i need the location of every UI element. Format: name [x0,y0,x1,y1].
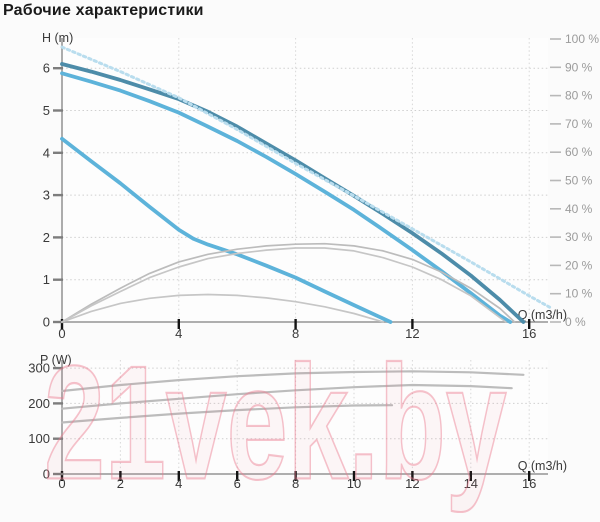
x-tick-label: 10 [347,476,361,491]
percent-tick-label: 30 % [565,230,593,244]
percent-tick-label: 100 % [565,32,599,46]
x-tick-label: 4 [175,326,182,341]
gridlines [62,360,548,474]
axes [54,38,548,323]
x-tick-label: 16 [522,476,536,491]
x-axis-ticks: 0 2 4 6 8 10 12 14 16 [58,471,536,491]
gridlines [62,38,548,322]
y-axis-ticks: 0 1 2 3 4 5 6 [43,61,63,330]
percent-tick-label: 20 % [565,258,593,272]
x-axis-title: Q (m3/h) [518,459,567,473]
y-tick-label: 2 [43,230,50,245]
power-speed-3-curve [60,370,525,393]
y-tick-label: 0 [43,315,50,330]
y-tick-label: 6 [43,61,50,76]
right-percent-axis: 100 % 90 % 80 % 70 % 60 % 50 % 40 % 30 % 20 % 10 … [550,32,599,329]
percent-tick-label: 40 % [565,202,593,216]
x-tick-label: 2 [117,476,124,491]
percent-tick-label: 50 % [565,174,593,188]
x-tick-label: 6 [234,476,241,491]
y-tick-label: 3 [43,188,50,203]
efficiency-speed-2-curve [61,247,507,323]
percent-tick-label: 60 % [565,145,593,159]
efficiency-speed-3-curve [61,242,516,323]
head-speed-3-curve [60,62,526,324]
y-axis-ticks: 0 100 200 300 [28,361,63,482]
percent-tick-label: 70 % [565,117,593,131]
x-tick-label: 8 [292,326,299,341]
page-title: Рабочие характеристики [3,2,204,19]
x-tick-label: 14 [464,476,478,491]
power-speed-2-curve [60,383,513,410]
y-tick-label: 200 [28,396,50,411]
head-speed-1-curve [60,136,393,324]
x-tick-label: 0 [58,326,65,341]
x-axis-title: Q (m3/h) [518,308,567,322]
y-axis-title: H (m) [42,31,73,45]
y-tick-label: 1 [43,272,50,287]
head-proportional-dotted-curve [60,45,552,309]
y-tick-label: 0 [43,467,50,482]
y-tick-label: 5 [43,103,50,118]
y-tick-label: 100 [28,431,50,446]
y-tick-label: 300 [28,361,50,376]
head-speed-2-curve [60,71,513,324]
y-tick-label: 4 [43,145,50,160]
axes [54,360,548,475]
power-speed-1-curve [60,404,394,424]
percent-tick-label: 80 % [565,89,593,103]
percent-tick-label: 90 % [565,60,593,74]
x-tick-label: 4 [175,476,182,491]
x-tick-label: 16 [522,326,536,341]
efficiency-speed-1-curve [61,293,385,323]
y-axis-title: P (W) [40,353,72,367]
percent-tick-label: 0 % [565,315,586,329]
x-tick-label: 12 [405,476,419,491]
x-tick-label: 0 [58,476,65,491]
x-axis-ticks: 0 4 8 12 16 [58,319,536,341]
percent-tick-label: 10 % [565,287,593,301]
x-tick-label: 8 [292,476,299,491]
x-tick-label: 12 [405,326,419,341]
